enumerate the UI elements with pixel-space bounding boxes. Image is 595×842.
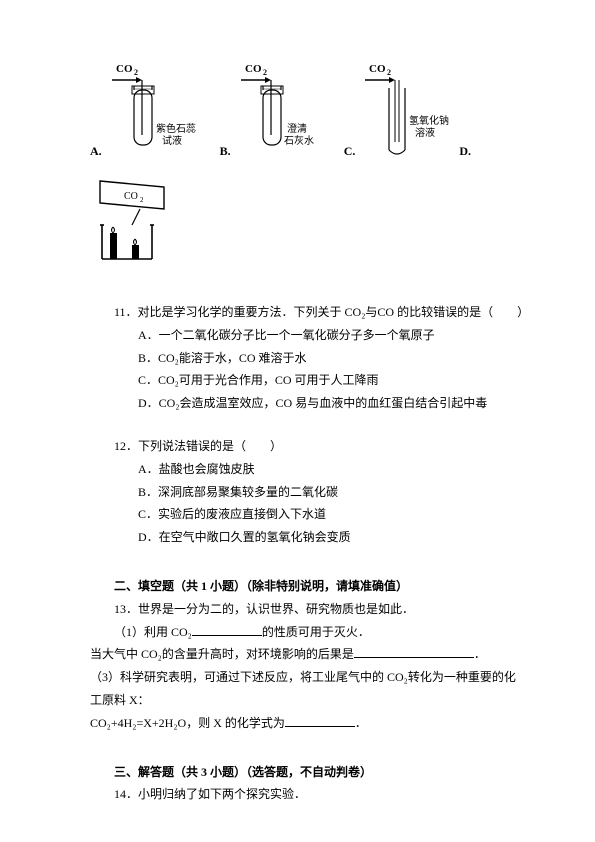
q13-line5-a: CO₂+4H₂=X+2H₂O，则 X 的化学式为 xyxy=(90,716,285,730)
q14-stem: 14．小明归纳了如下两个探究实验． xyxy=(90,783,525,806)
svg-text:2: 2 xyxy=(140,196,144,204)
diagram-a: A. CO2 紫色石蕊 试液 xyxy=(90,60,196,165)
q13-line5-b: ． xyxy=(355,716,367,730)
svg-text:CO: CO xyxy=(116,63,133,75)
q13-line3-b: ． xyxy=(474,647,486,661)
svg-text:2: 2 xyxy=(387,68,391,77)
q11-opt-c: C．CO₂可用于光合作用，CO 可用于人工降雨 xyxy=(90,369,525,392)
diagram-a-letter: A. xyxy=(90,144,102,165)
diagram-d: CO2 xyxy=(90,177,525,271)
q11-stem: 11．对比是学习化学的重要方法．下列关于 CO₂与CO 的比较错误的是（ ） xyxy=(90,301,525,324)
q12-opt-d: D．在空气中敞口久置的氢氧化钠会变质 xyxy=(90,526,525,549)
q11-opt-b: B．CO₂能溶于水，CO 难溶于水 xyxy=(90,347,525,370)
q13-blank1 xyxy=(192,635,262,636)
diagram-b: B. CO2 澄清 石灰水 xyxy=(220,60,320,165)
svg-text:CO: CO xyxy=(369,63,386,75)
q13-line2-b: 的性质可用于灭火． xyxy=(262,625,370,639)
apparatus-d-svg: CO2 xyxy=(90,177,210,267)
q12-opt-a: A．盐酸也会腐蚀皮肤 xyxy=(90,458,525,481)
q13-blank3 xyxy=(285,726,355,727)
diagram-c-letter: C. xyxy=(344,144,356,165)
svg-text:石灰水: 石灰水 xyxy=(284,134,314,147)
svg-text:氢氧化钠: 氢氧化钠 xyxy=(409,114,449,127)
diagram-d-letter: D. xyxy=(459,144,471,165)
q11: 11．对比是学习化学的重要方法．下列关于 CO₂与CO 的比较错误的是（ ） A… xyxy=(90,301,525,415)
svg-text:CO: CO xyxy=(245,63,262,75)
diagram-row-1: A. CO2 紫色石蕊 试液 B. xyxy=(90,60,525,165)
q13-line3: 当大气中 CO₂的含量升高时，对环境影响的后果是 ． xyxy=(90,643,525,666)
q12-opt-c: C．实验后的废液应直接倒入下水道 xyxy=(90,503,525,526)
apparatus-b-svg: CO2 澄清 石灰水 xyxy=(235,60,320,165)
q13-line3-a: 当大气中 CO₂的含量升高时，对环境影响的后果是 xyxy=(90,647,354,661)
q11-opt-d: D．CO₂会造成温室效应，CO 易与血液中的血红蛋白结合引起中毒 xyxy=(90,392,525,415)
q13-blank2 xyxy=(354,657,474,658)
q13-line1: 13．世界是一分为二的，认识世界、研究物质也是如此． xyxy=(90,598,525,621)
section2-heading: 二、填空题（共 1 小题）（除非特别说明，请填准确值） xyxy=(90,575,525,598)
q11-opt-a: A．一个二氧化碳分子比一个一氧化碳分子多一个氧原子 xyxy=(90,324,525,347)
section3-heading: 三、解答题（共 3 小题）（选答题，不自动判卷） xyxy=(90,761,525,784)
apparatus-a-svg: CO2 紫色石蕊 试液 xyxy=(106,60,196,165)
svg-text:紫色石蕊: 紫色石蕊 xyxy=(156,122,196,135)
diagram-c: C. CO2 氢氧化钠 溶液 D. xyxy=(344,60,475,165)
svg-text:澄清: 澄清 xyxy=(287,122,307,135)
apparatus-c-svg: CO2 氢氧化钠 溶液 xyxy=(359,60,459,165)
svg-text:试液: 试液 xyxy=(162,134,182,147)
svg-text:CO: CO xyxy=(124,191,138,202)
q12-opt-b: B．深洞底部易聚集较多量的二氧化碳 xyxy=(90,481,525,504)
q13-line2-a: （1）利用 CO₂ xyxy=(114,625,192,639)
svg-text:2: 2 xyxy=(263,68,267,77)
q12: 12．下列说法错误的是（ ） A．盐酸也会腐蚀皮肤 B．深洞底部易聚集较多量的二… xyxy=(90,435,525,549)
q13-line4: （3）科学研究表明，可通过下述反应，将工业尾气中的 CO₂转化为一种重要的化工原… xyxy=(90,666,525,712)
q12-stem: 12．下列说法错误的是（ ） xyxy=(90,435,525,458)
q13-line2: （1）利用 CO₂ 的性质可用于灭火． xyxy=(90,621,525,644)
svg-text:溶液: 溶液 xyxy=(415,126,435,139)
q13-line5: CO₂+4H₂=X+2H₂O，则 X 的化学式为 ． xyxy=(90,712,525,735)
diagram-b-letter: B. xyxy=(220,144,231,165)
svg-text:2: 2 xyxy=(134,68,138,77)
